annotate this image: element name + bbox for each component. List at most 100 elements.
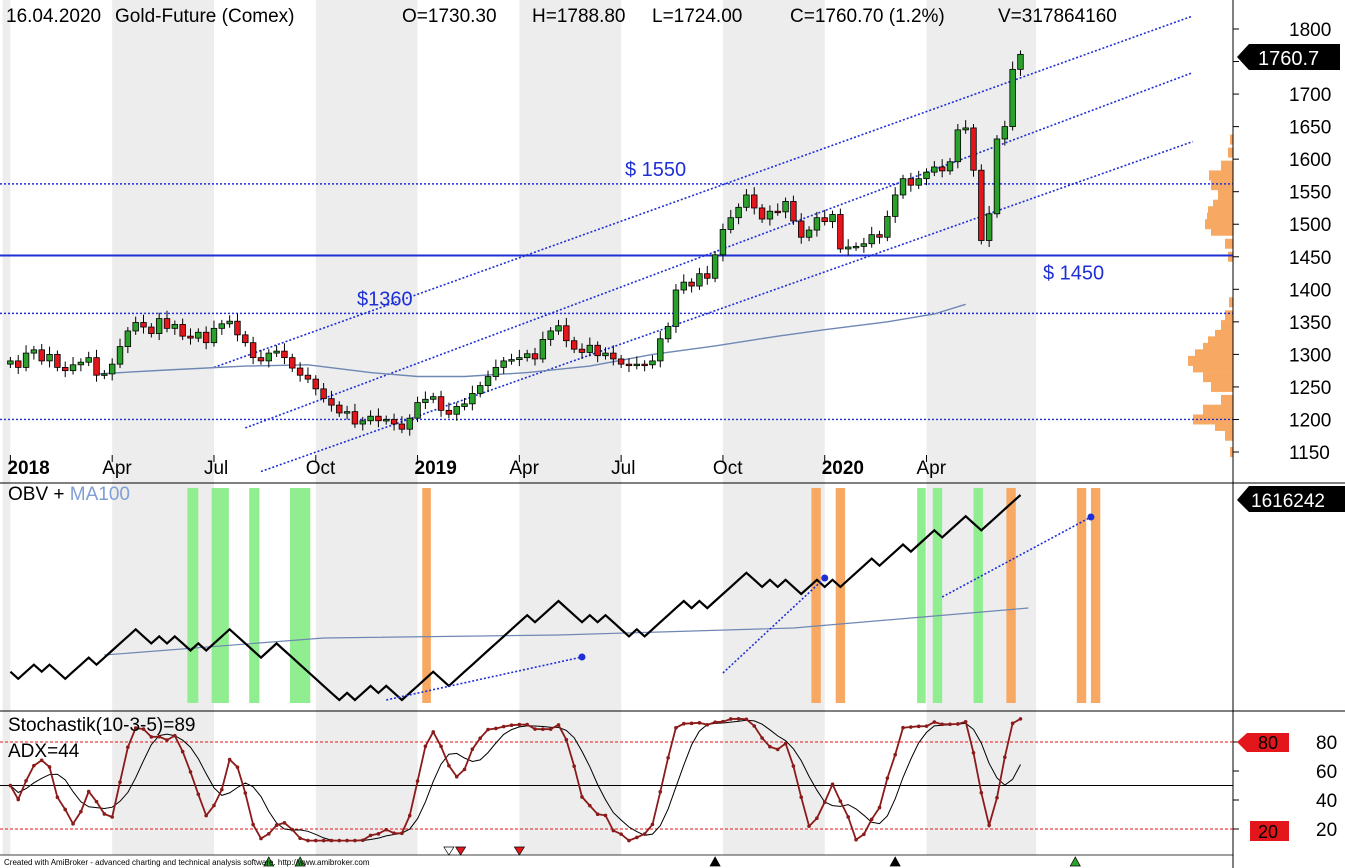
- stoch-point: [8, 783, 13, 788]
- volume-profile-bar: [1221, 394, 1233, 405]
- candle-body: [938, 166, 946, 172]
- obv-title: OBV + MA100: [8, 484, 130, 505]
- candle-body: [289, 357, 296, 369]
- volume-profile-bar: [1228, 251, 1233, 262]
- candle-body: [868, 234, 875, 245]
- candle-body: [727, 217, 734, 230]
- candle-body: [610, 352, 617, 360]
- candle-body: [829, 214, 836, 223]
- stoch-point: [486, 727, 490, 732]
- stoch-point: [165, 738, 169, 742]
- stoch-80-tag: 80: [1237, 733, 1289, 753]
- candle-body: [492, 366, 500, 377]
- volume-profile: [1188, 134, 1233, 457]
- stoch-point: [462, 767, 467, 772]
- stoch-point: [838, 799, 843, 803]
- stoch-point: [392, 831, 396, 836]
- quarter-shade: [519, 0, 622, 483]
- candle-body: [69, 364, 77, 372]
- candle-body: [202, 331, 210, 344]
- quarter-shade: [112, 483, 214, 711]
- stoch-point: [862, 832, 866, 837]
- price-tick-label: 1400: [1289, 280, 1331, 301]
- volume-profile-bar: [1211, 225, 1233, 236]
- stoch-subtitle: ADX=44: [8, 741, 80, 762]
- stoch-point: [220, 787, 224, 792]
- candle-body: [226, 320, 233, 325]
- stoch-point: [674, 726, 678, 730]
- candle-body: [461, 403, 468, 407]
- candle-body: [931, 166, 938, 173]
- candle-body: [993, 138, 1001, 215]
- candle-body: [140, 322, 147, 328]
- candle-body: [437, 396, 445, 411]
- stoch-point: [885, 776, 890, 780]
- volume-profile-bar: [1208, 336, 1233, 347]
- obv-trend-arrows: [386, 513, 1095, 701]
- candle-body: [234, 320, 241, 336]
- candle-body: [312, 378, 319, 390]
- obv-ma100-line: [104, 607, 1029, 656]
- stoch-point: [642, 832, 647, 836]
- stoch-point: [979, 790, 984, 795]
- signal-marker: [454, 846, 467, 856]
- candle-body: [46, 353, 53, 362]
- candle-body: [657, 338, 664, 362]
- candle-body: [954, 129, 962, 163]
- stoch-point: [744, 717, 749, 722]
- volume-profile-bar: [1213, 199, 1233, 210]
- candle-body: [343, 411, 351, 414]
- stoch-point: [407, 813, 412, 818]
- candle-body: [884, 216, 891, 238]
- stoch-point: [439, 744, 443, 749]
- candle-body: [531, 353, 539, 360]
- signal-marker: [889, 856, 901, 867]
- stoch-point: [635, 835, 639, 840]
- stoch-point: [259, 836, 263, 841]
- candle-body: [124, 330, 132, 347]
- candle-body: [257, 357, 265, 362]
- candle-body: [704, 273, 711, 279]
- stoch-point: [282, 821, 287, 825]
- candle-body: [602, 352, 609, 357]
- stoch-point: [854, 837, 858, 842]
- candle-body: [296, 367, 304, 376]
- stoch-point: [517, 722, 522, 727]
- signal-marker: [263, 856, 275, 867]
- stoch-point: [126, 745, 130, 750]
- stoch-point: [1018, 717, 1023, 721]
- price-tick-label: 1450: [1289, 248, 1331, 269]
- stoch-point: [541, 727, 545, 732]
- price-tick-label: 1350: [1289, 313, 1331, 334]
- stoch-point: [556, 723, 561, 727]
- price-tick-label: 1600: [1289, 150, 1331, 171]
- stoch-point: [909, 725, 913, 729]
- candle-body: [406, 417, 413, 430]
- candle-body: [923, 171, 930, 180]
- candle-body: [1001, 126, 1009, 140]
- obv-green-band: [289, 488, 311, 703]
- volume-profile-bar: [1193, 362, 1233, 373]
- stoch-point: [697, 721, 702, 725]
- candle-body: [578, 348, 586, 353]
- candle-body: [390, 419, 398, 425]
- volume-profile-bar: [1230, 134, 1233, 145]
- obv-green-band: [187, 488, 199, 703]
- candle-body: [210, 327, 218, 344]
- obv-orange-band: [422, 488, 431, 703]
- stoch-point: [368, 833, 373, 838]
- stoch-point: [400, 831, 404, 836]
- stoch-point: [572, 764, 576, 769]
- candle-body: [469, 393, 476, 405]
- candle-body: [265, 352, 272, 362]
- x-tick-label: Oct: [713, 458, 743, 479]
- candle-body: [688, 281, 695, 287]
- stoch-point: [290, 827, 295, 832]
- candle-body: [242, 334, 249, 344]
- price-ma100-line: [96, 303, 966, 378]
- stoch-point: [79, 809, 83, 814]
- x-tick-label: Apr: [509, 458, 539, 479]
- candle-body: [1017, 53, 1024, 70]
- candle-body: [38, 349, 45, 362]
